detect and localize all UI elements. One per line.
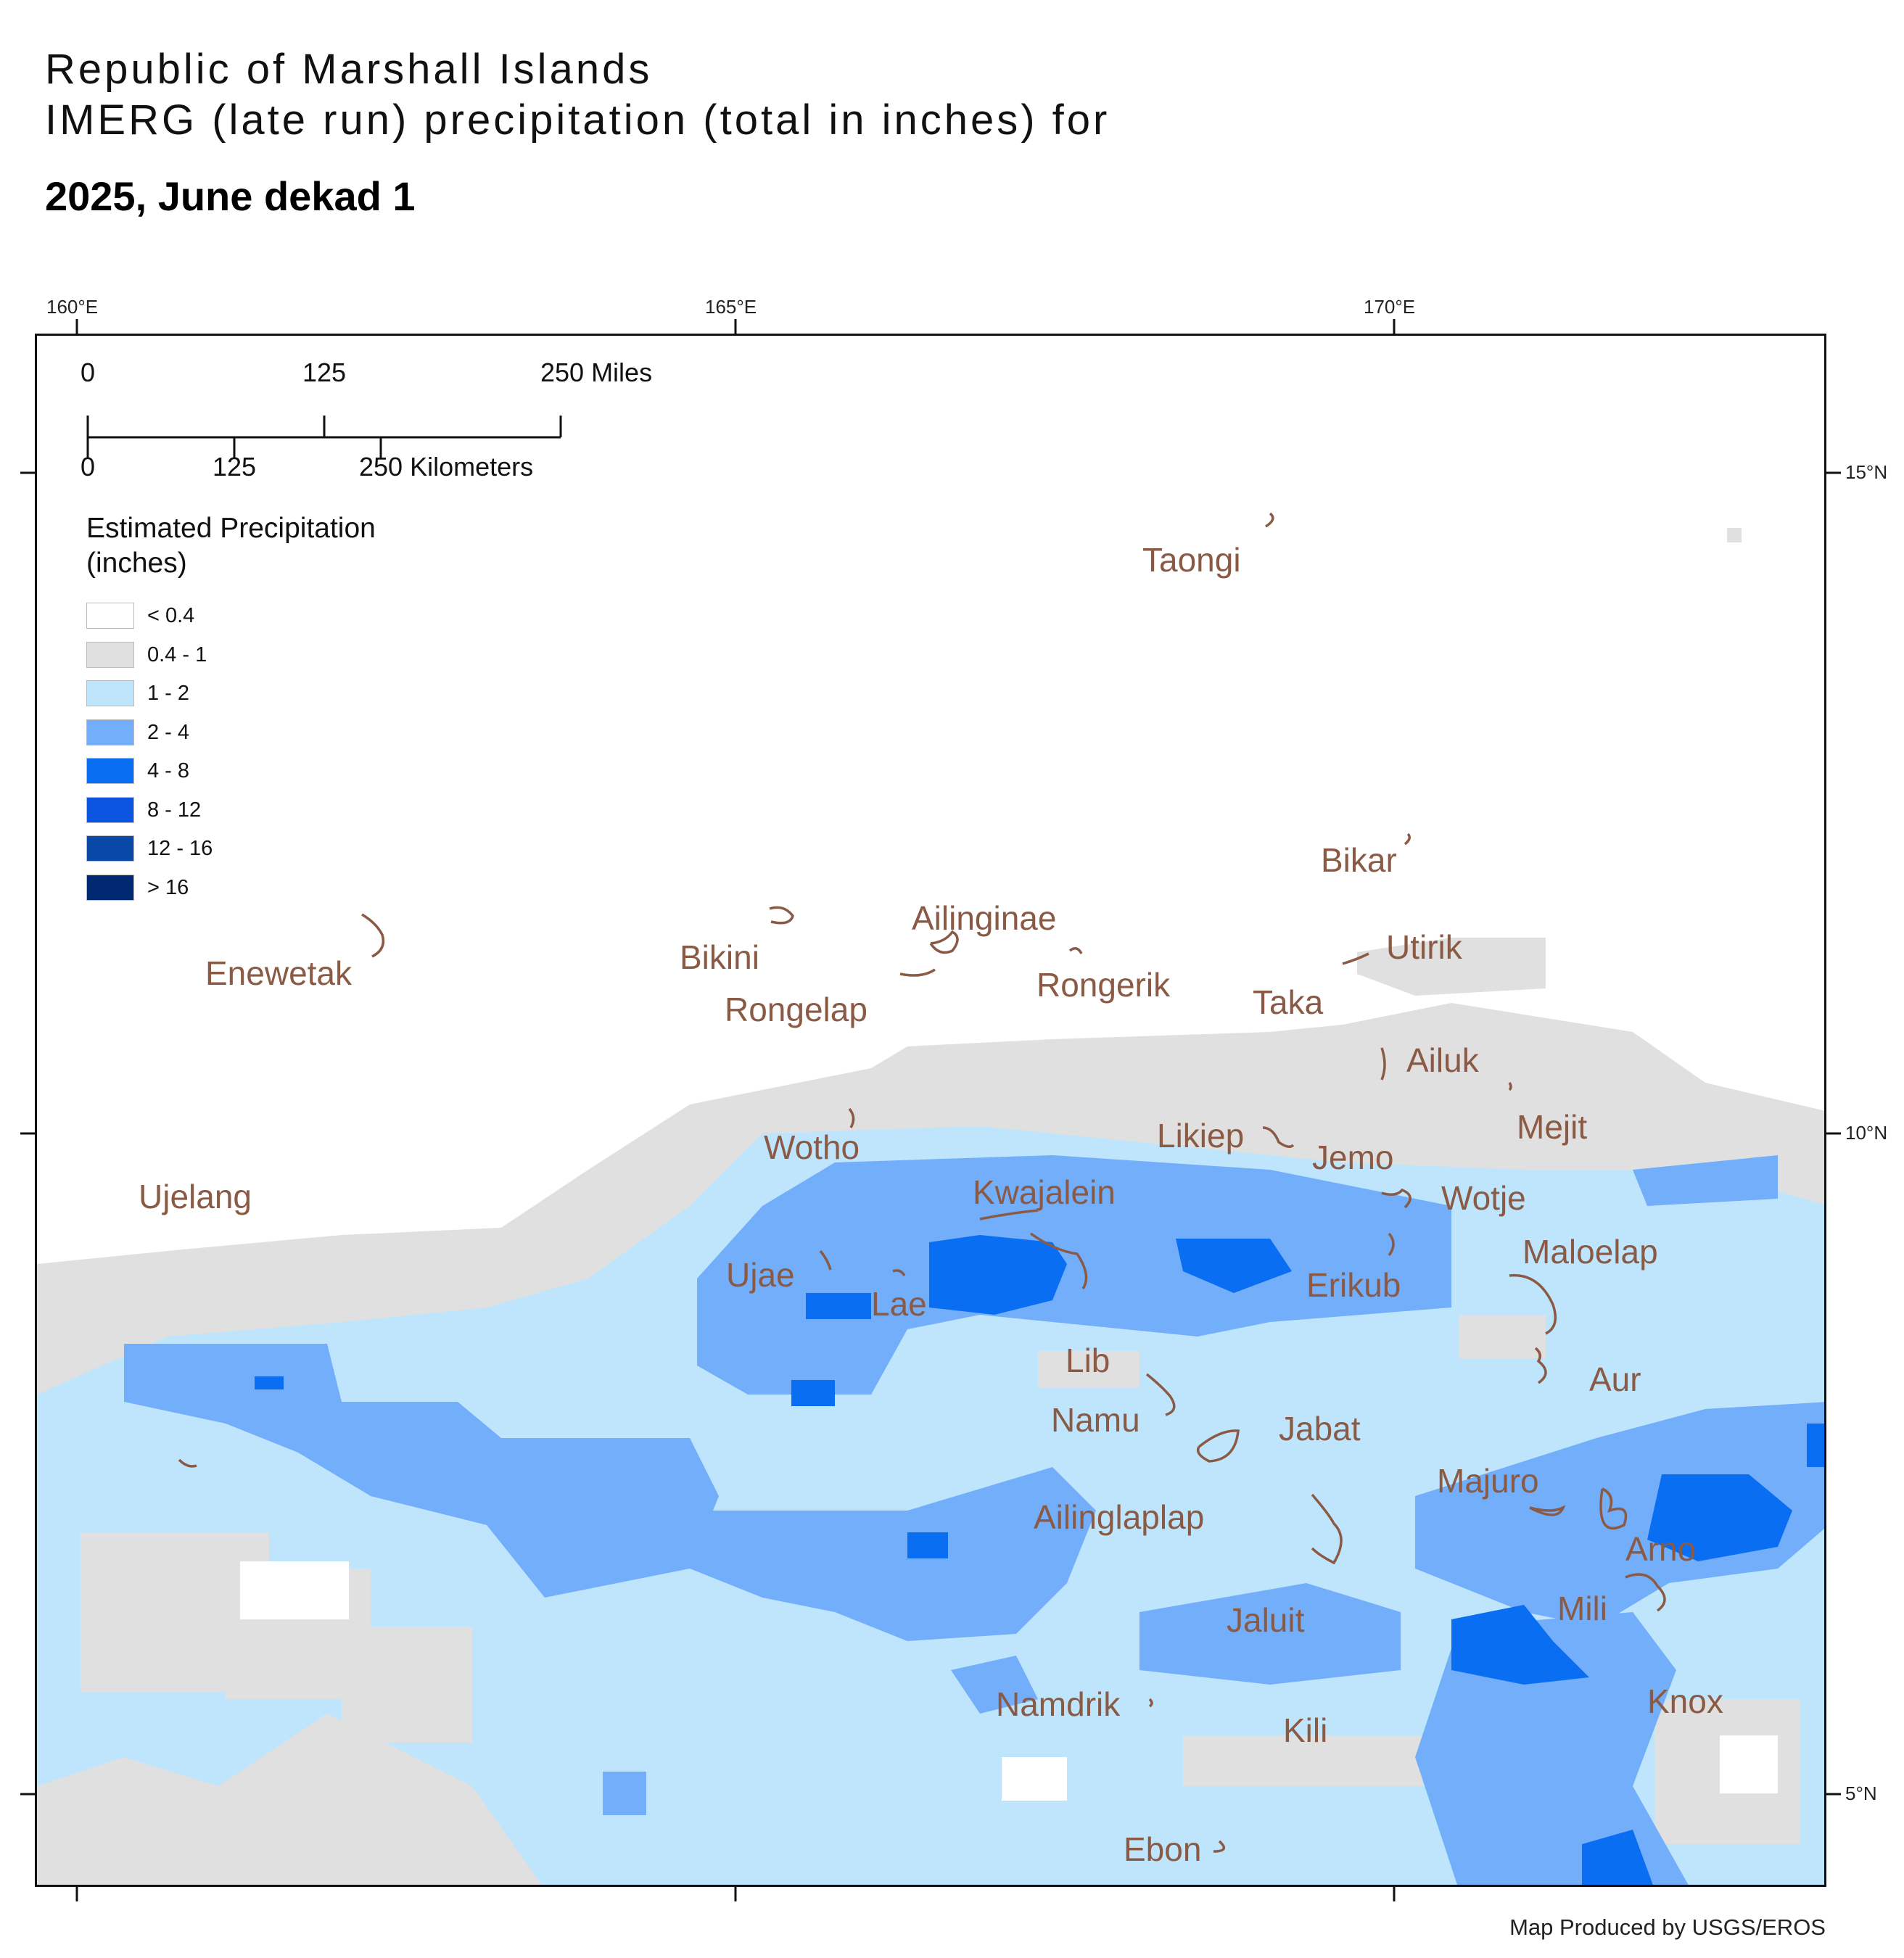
atoll-label-enewetak: Enewetak: [205, 954, 353, 992]
atoll-label-likiep: Likiep: [1157, 1117, 1245, 1154]
legend-swatch: [86, 719, 134, 745]
atoll-label-ailinginae: Ailinginae: [912, 899, 1057, 937]
legend-label: 8 - 12: [147, 798, 202, 822]
atoll-label-knox: Knox: [1647, 1682, 1723, 1720]
atoll-label-utirik: Utirik: [1386, 928, 1462, 966]
legend-swatch: [86, 796, 134, 823]
atoll-label-rongerik: Rongerik: [1037, 966, 1171, 1004]
atoll-label-ujae: Ujae: [726, 1256, 795, 1294]
scale-miles-0: 0: [81, 358, 96, 387]
legend-label: 2 - 4: [147, 720, 190, 744]
atoll-label-lib: Lib: [1066, 1342, 1110, 1379]
legend-label: 4 - 8: [147, 759, 190, 782]
atoll-label-rongelap: Rongelap: [725, 991, 867, 1028]
lon-label-170: 170°E: [1364, 296, 1416, 318]
precipitation-raster: [37, 336, 1824, 1885]
lat-label-10: 10°N: [1845, 1122, 1888, 1144]
atoll-label-lae: Lae: [871, 1285, 927, 1323]
atoll-label-bikar: Bikar: [1321, 841, 1397, 879]
precipitation-map[interactable]: 0 125 250 Miles 0 125 250 Kilometers Est…: [35, 334, 1826, 1887]
legend-label: 1 - 2: [147, 682, 190, 705]
atoll-label-taka: Taka: [1253, 983, 1324, 1021]
lon-label-165: 165°E: [705, 296, 757, 318]
atoll-label-erikub: Erikub: [1306, 1266, 1401, 1304]
atoll-label-taongi: Taongi: [1142, 541, 1241, 579]
atoll-label-ujelang: Ujelang: [139, 1178, 252, 1215]
legend-swatch: [86, 758, 134, 784]
scale-miles-250: 250 Miles: [540, 358, 653, 387]
atoll-label-ailuk: Ailuk: [1406, 1041, 1479, 1079]
scale-km-125: 125: [213, 452, 257, 482]
atoll-label-bikini: Bikini: [680, 938, 759, 976]
legend-label: 12 - 16: [147, 837, 213, 860]
legend-title: Estimated Precipitation: [86, 513, 376, 544]
title-period: 2025, June dekad 1: [45, 173, 416, 219]
atoll-label-kwajalein: Kwajalein: [973, 1173, 1116, 1211]
atoll-label-mejit: Mejit: [1517, 1108, 1588, 1146]
scale-bar: [86, 416, 562, 459]
atoll-label-jemo: Jemo: [1312, 1139, 1394, 1176]
scale-miles-125: 125: [302, 358, 347, 387]
title-line-2: IMERG (late run) precipitation (total in…: [45, 96, 1110, 144]
atoll-label-namu: Namu: [1051, 1401, 1140, 1439]
atoll-label-wotje: Wotje: [1441, 1179, 1526, 1217]
scale-km-0: 0: [81, 452, 96, 482]
atoll-label-ebon: Ebon: [1124, 1830, 1202, 1868]
atoll-label-kili: Kili: [1283, 1711, 1328, 1749]
atoll-label-ailinglaplap: Ailinglaplap: [1034, 1498, 1205, 1536]
atoll-label-jaluit: Jaluit: [1227, 1601, 1305, 1639]
credit: Map Produced by USGS/EROS: [1509, 1914, 1826, 1940]
atoll-label-namdrik: Namdrik: [996, 1685, 1121, 1723]
atoll-label-wotho: Wotho: [764, 1128, 860, 1166]
title-line-1: Republic of Marshall Islands: [45, 46, 653, 93]
atoll-label-majuro: Majuro: [1437, 1462, 1539, 1500]
scale-km-250: 250 Kilometers: [359, 452, 534, 482]
legend-swatch: [86, 680, 134, 706]
legend-label: > 16: [147, 875, 189, 899]
atoll-label-arno: Arno: [1625, 1530, 1697, 1568]
legend-swatch: [86, 603, 134, 629]
atoll-label-aur: Aur: [1589, 1360, 1641, 1398]
lat-label-15: 15°N: [1845, 461, 1888, 483]
legend-label: 0.4 - 1: [147, 643, 207, 666]
legend-swatch: [86, 874, 134, 901]
atoll-label-maloelap: Maloelap: [1522, 1233, 1658, 1271]
atoll-label-mili: Mili: [1557, 1590, 1607, 1627]
atoll-label-jabat: Jabat: [1279, 1410, 1361, 1447]
legend-swatch: [86, 835, 134, 862]
lon-label-160: 160°E: [46, 296, 99, 318]
legend-label: < 0.4: [147, 604, 195, 627]
legend-units: (inches): [86, 548, 187, 579]
lat-label-5: 5°N: [1845, 1783, 1877, 1804]
legend-swatch: [86, 641, 134, 668]
